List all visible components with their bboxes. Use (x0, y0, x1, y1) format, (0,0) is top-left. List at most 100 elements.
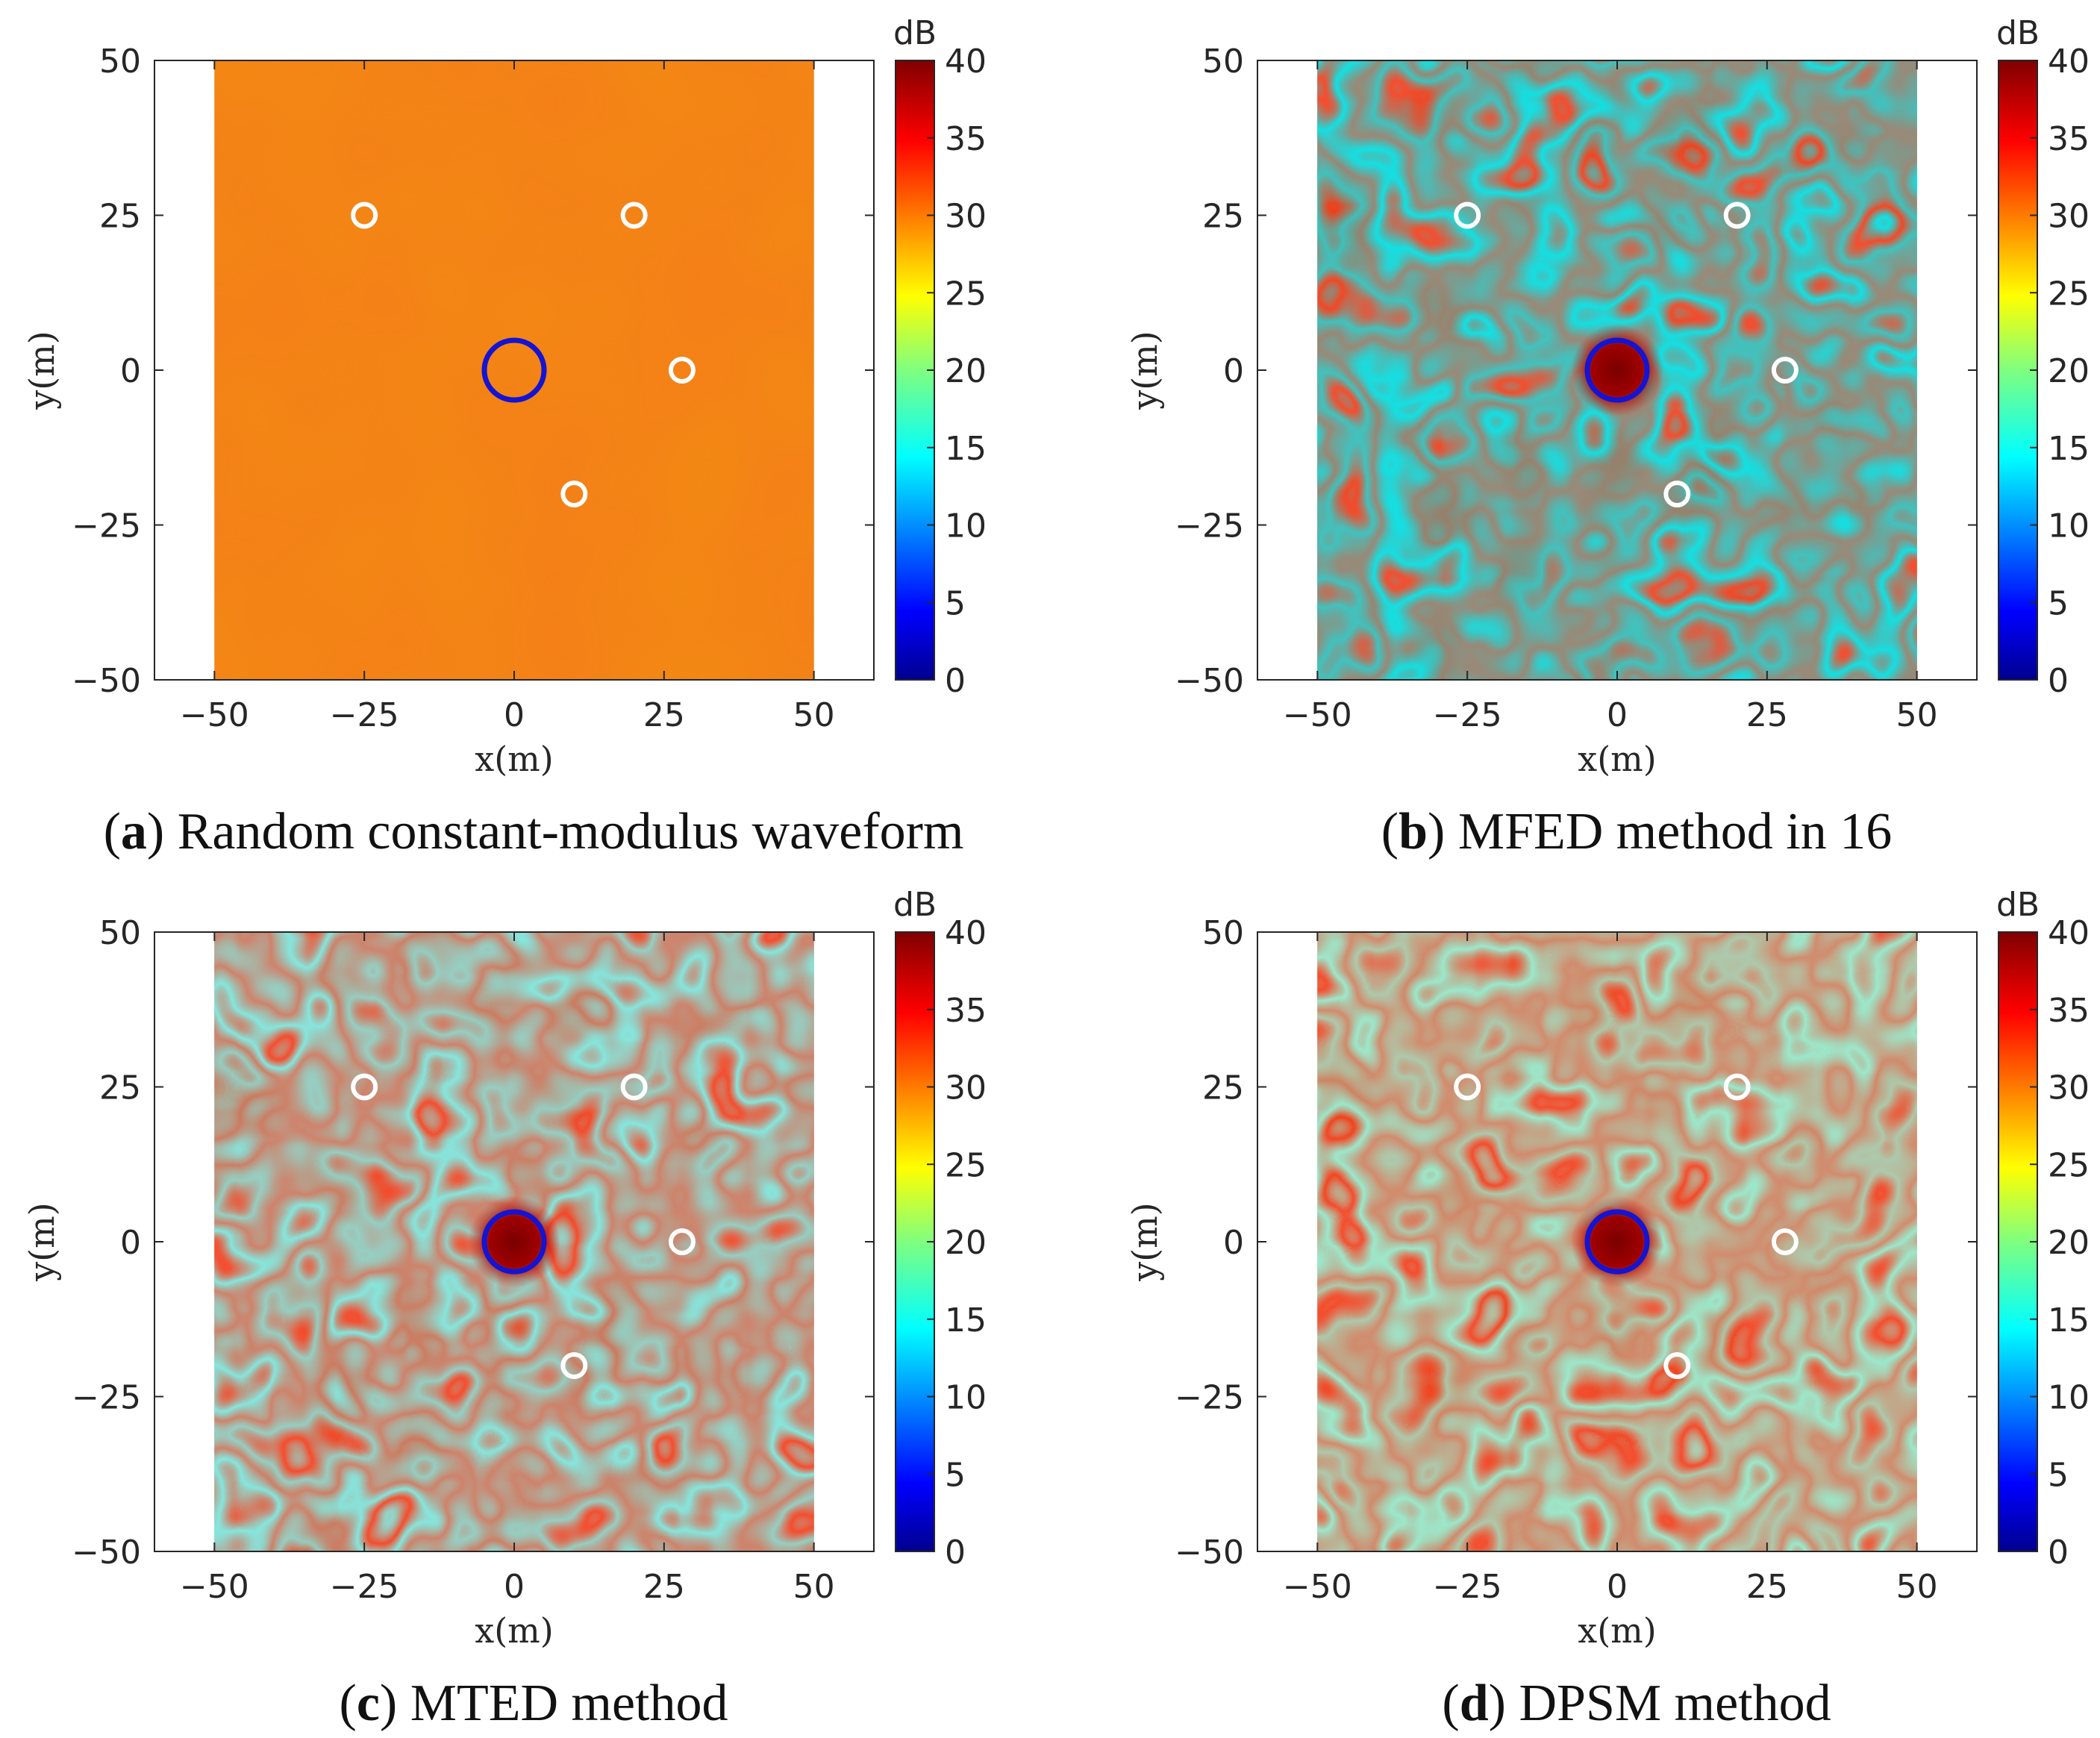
panel-d: −50 −25 0 25 50 50 25 0 −25 −50 x(m) y(m) dB 0 5 10 15 20… (1125, 886, 2090, 1732)
y-tick-label: 25 (99, 1069, 141, 1107)
x-tick-label: −50 (1283, 1568, 1352, 1606)
colorbar-tick-label: 10 (2048, 1379, 2090, 1417)
colorbar-tick-label: 20 (2048, 352, 2090, 390)
x-tick-label: 25 (643, 1568, 685, 1606)
colorbar-tick-label: 40 (945, 43, 987, 81)
colorbar-tick-label: 25 (2048, 1146, 2090, 1184)
caption-letter: c (357, 1675, 380, 1732)
interferer-marker-1 (1723, 1073, 1751, 1101)
caption-text: Random constant-modulus waveform (164, 803, 963, 860)
panel-a: −50 −25 0 25 50 50 25 0 −25 −50 x(m) y(m) dB 0 5 10 15 20… (22, 14, 987, 860)
colorbar-tick-label: 15 (2048, 430, 2090, 468)
caption-letter: b (1399, 803, 1428, 860)
y-tick-label: 50 (99, 914, 141, 952)
x-tick-label: 50 (793, 696, 835, 734)
colorbar-tick-label: 30 (945, 1069, 987, 1107)
caption-close: ) (1428, 803, 1445, 860)
x-tick-label: −25 (1433, 1568, 1502, 1606)
colorbar-tick-label: 15 (945, 1301, 987, 1340)
x-axis-label: x(m) (1578, 1610, 1656, 1651)
y-tick-label: −25 (1175, 1379, 1244, 1417)
x-tick-label: −25 (330, 1568, 399, 1606)
colorbar-tick-label: 35 (945, 120, 987, 158)
colorbar-tick-label: 5 (2048, 1456, 2069, 1494)
x-tick-label: 50 (1896, 696, 1938, 734)
y-tick-label: −25 (72, 1379, 141, 1417)
colorbar-tick-label: 35 (945, 992, 987, 1030)
y-tick-label: 0 (120, 352, 141, 390)
y-tick-label: 25 (99, 198, 141, 236)
x-tick-label: −50 (180, 696, 249, 734)
colorbar-tick-label: 20 (945, 1224, 987, 1262)
caption-open: ( (1442, 1675, 1459, 1732)
x-tick-label: 0 (504, 696, 525, 734)
colorbar-tick-label: 0 (2048, 1534, 2069, 1572)
colorbar-tick-label: 25 (945, 275, 987, 313)
interferer-marker-3 (560, 1352, 588, 1379)
interferer-marker-3 (1663, 481, 1691, 507)
y-tick-label: 25 (1202, 1069, 1244, 1107)
x-tick-label: 0 (504, 1568, 525, 1606)
interferer-marker-2 (1771, 357, 1799, 384)
caption: (c) MTED method (340, 1675, 728, 1732)
caption-open: ( (1381, 803, 1399, 860)
mainlobe-peak (468, 1195, 560, 1288)
colorbar-tick-label: 5 (945, 584, 966, 622)
y-tick-label: 0 (1223, 1224, 1244, 1262)
y-tick-label: −25 (72, 507, 141, 546)
x-tick-label: 50 (1896, 1568, 1938, 1606)
caption-open: ( (104, 803, 121, 860)
caption: (b) MFED method in 16 (1381, 803, 1892, 860)
interferer-marker-2 (668, 1228, 696, 1255)
colorbar-tick-label: 25 (945, 1146, 987, 1184)
colorbar-tick-label: 35 (2048, 120, 2090, 158)
target-marker (1584, 337, 1650, 403)
interferer-marker-1 (620, 1073, 648, 1101)
caption-close: ) (147, 803, 164, 860)
colorbar-tick-label: 40 (945, 914, 987, 952)
colorbar-tick-label: 0 (2048, 662, 2069, 700)
caption-close: ) (1489, 1675, 1506, 1732)
y-axis-label: y(m) (22, 331, 62, 410)
caption-letter: d (1460, 1675, 1489, 1732)
x-tick-label: −50 (180, 1568, 249, 1606)
colorbar-tick-label: 15 (2048, 1301, 2090, 1340)
colorbar-tick-label: 5 (2048, 584, 2069, 622)
target-marker (481, 1209, 547, 1275)
y-tick-label: −50 (1175, 1534, 1244, 1572)
colorbar-tick-label: 0 (945, 662, 966, 700)
y-tick-label: 50 (1202, 43, 1244, 81)
interferer-marker-2 (1771, 1228, 1799, 1255)
y-axis-label: y(m) (22, 1202, 62, 1282)
target-marker (1584, 1209, 1650, 1275)
colorbar-tick-label: 5 (945, 1456, 966, 1494)
interferer-marker-0 (1454, 1073, 1481, 1101)
colorbar-tick-label: 10 (945, 1379, 987, 1417)
mainlobe-peak (1571, 324, 1663, 416)
x-tick-label: 0 (1607, 696, 1628, 734)
colorbar-tick-label: 40 (2048, 43, 2090, 81)
colorbar-label: dB (1996, 14, 2040, 52)
x-tick-label: 0 (1607, 1568, 1628, 1606)
x-tick-label: −25 (330, 696, 399, 734)
colorbar-tick-label: 25 (2048, 275, 2090, 313)
x-axis-label: x(m) (475, 1610, 553, 1651)
mainlobe-peak (1571, 1195, 1663, 1288)
target-marker (481, 337, 547, 403)
caption-open: ( (340, 1675, 357, 1732)
y-axis-label: y(m) (1125, 331, 1165, 410)
y-tick-label: −50 (72, 662, 141, 700)
caption-text: MFED method in 16 (1445, 803, 1892, 860)
colorbar-tick-label: 15 (945, 430, 987, 468)
x-axis-label: x(m) (475, 739, 553, 779)
interferer-marker-3 (560, 481, 588, 507)
heatmap (1317, 60, 1917, 680)
caption-letter: a (121, 803, 147, 860)
panel-b: −50 −25 0 25 50 50 25 0 −25 −50 x(m) y(m) dB 0 5 10 15 20… (1125, 14, 2090, 860)
y-tick-label: 50 (99, 43, 141, 81)
colorbar-label: dB (893, 14, 937, 52)
colorbar-tick-label: 20 (2048, 1224, 2090, 1262)
interferer-marker-0 (1454, 201, 1481, 229)
y-axis-label: y(m) (1125, 1202, 1165, 1282)
